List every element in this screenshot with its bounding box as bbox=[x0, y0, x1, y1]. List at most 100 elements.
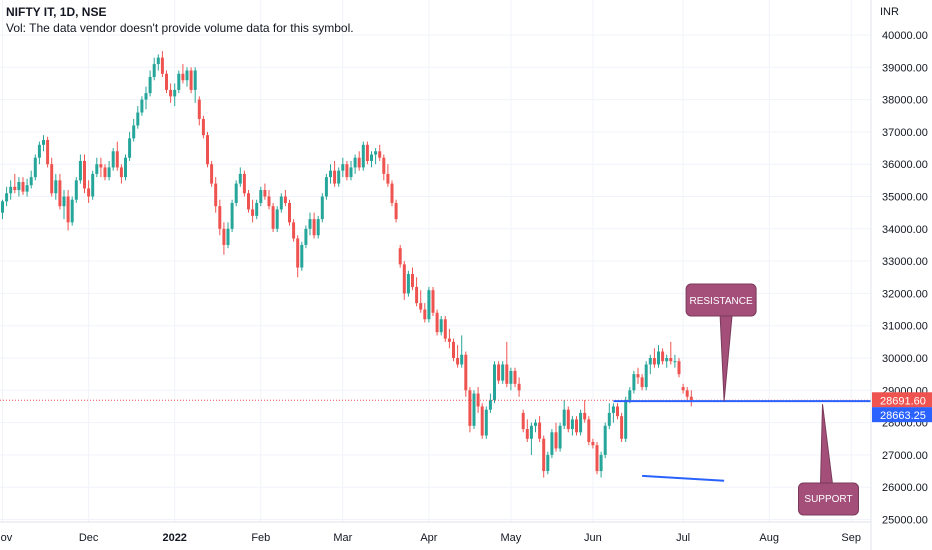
support-callout[interactable]: SUPPORT bbox=[798, 404, 859, 516]
candle bbox=[632, 370, 636, 394]
candle-body bbox=[99, 164, 103, 168]
candle-body bbox=[620, 416, 624, 439]
candle-body bbox=[456, 358, 460, 365]
candle-body bbox=[575, 419, 578, 433]
candle bbox=[91, 170, 95, 200]
candle-body bbox=[357, 157, 361, 168]
candle bbox=[484, 406, 488, 439]
candle-body bbox=[25, 185, 29, 192]
resistance-callout[interactable]: RESISTANCE bbox=[685, 283, 757, 402]
candle bbox=[595, 441, 599, 475]
candle-body bbox=[570, 419, 574, 430]
candle bbox=[103, 164, 107, 181]
candle-body bbox=[632, 374, 636, 391]
candle bbox=[464, 351, 468, 397]
candle bbox=[411, 267, 414, 291]
candle bbox=[197, 96, 201, 126]
resistance-price-value: 28663.25 bbox=[880, 410, 926, 422]
candle bbox=[468, 387, 472, 433]
candle bbox=[390, 180, 394, 207]
candle bbox=[214, 177, 218, 213]
candle bbox=[665, 354, 669, 368]
candle-body bbox=[74, 180, 78, 200]
candle-body bbox=[546, 454, 550, 472]
candle-body bbox=[29, 177, 33, 186]
candle-body bbox=[111, 151, 115, 168]
candle bbox=[267, 190, 271, 210]
candle-body bbox=[566, 409, 570, 430]
candle bbox=[9, 180, 13, 200]
candle-body bbox=[452, 341, 455, 358]
candle bbox=[247, 190, 250, 213]
resistance-callout-text: RESISTANCE bbox=[690, 296, 753, 307]
candle-body bbox=[238, 173, 242, 184]
candle-body bbox=[628, 390, 632, 400]
candle bbox=[66, 190, 70, 231]
candle-body bbox=[665, 358, 669, 362]
candle bbox=[472, 390, 476, 430]
candle bbox=[296, 235, 300, 278]
y-tick-label: 37000.00 bbox=[882, 127, 928, 139]
support-line[interactable] bbox=[642, 474, 725, 482]
candle-body bbox=[124, 157, 127, 178]
candle-body bbox=[218, 206, 222, 229]
candle bbox=[349, 160, 353, 181]
candle bbox=[611, 403, 615, 423]
candle bbox=[185, 67, 189, 87]
candle-body bbox=[624, 399, 628, 439]
symbol-title[interactable]: NIFTY IT, 1D, NSE bbox=[6, 5, 107, 19]
candle bbox=[624, 396, 628, 442]
candle bbox=[620, 412, 624, 442]
candle bbox=[111, 148, 115, 171]
candle-body bbox=[58, 180, 62, 207]
candle bbox=[251, 199, 255, 223]
candle-body bbox=[525, 429, 529, 439]
candle bbox=[509, 367, 513, 391]
candle bbox=[312, 212, 316, 239]
support-callout-text: SUPPORT bbox=[804, 494, 852, 505]
candle bbox=[689, 390, 693, 407]
candle bbox=[517, 377, 521, 397]
candle-body bbox=[488, 399, 492, 410]
candle-body bbox=[21, 181, 25, 192]
candle-body bbox=[70, 199, 74, 223]
candle-body bbox=[411, 274, 414, 287]
candle-body bbox=[329, 170, 332, 178]
last-price-value: 28691.60 bbox=[880, 395, 926, 407]
candle-body bbox=[534, 422, 537, 426]
candle bbox=[591, 438, 595, 449]
candle bbox=[308, 212, 312, 236]
candle-body bbox=[160, 57, 164, 74]
candle bbox=[279, 193, 283, 213]
x-tick-label: Nov bbox=[0, 532, 13, 544]
candle-body bbox=[222, 228, 226, 245]
candle bbox=[99, 157, 103, 178]
candle bbox=[37, 141, 41, 165]
candle-body bbox=[435, 312, 439, 333]
x-tick-label: Jul bbox=[676, 532, 690, 544]
candle bbox=[558, 422, 562, 452]
candle bbox=[493, 361, 496, 404]
candle-body bbox=[394, 202, 398, 220]
candle bbox=[255, 199, 259, 220]
candle-body bbox=[87, 188, 91, 197]
x-tick-label: Apr bbox=[420, 532, 437, 544]
candle bbox=[365, 141, 369, 165]
candle-body bbox=[439, 319, 443, 333]
candle-body bbox=[661, 351, 665, 362]
candle bbox=[431, 286, 435, 317]
resistance-callout-box bbox=[685, 283, 757, 317]
candle-body bbox=[144, 93, 148, 100]
candle bbox=[579, 409, 583, 436]
candle-body bbox=[648, 358, 652, 365]
candle-body bbox=[62, 196, 66, 207]
candle bbox=[599, 451, 603, 478]
candle bbox=[452, 338, 455, 362]
candle bbox=[443, 316, 447, 342]
candle bbox=[87, 180, 91, 203]
candle-body bbox=[562, 409, 566, 426]
candle bbox=[119, 164, 123, 184]
candle bbox=[132, 118, 136, 142]
candle bbox=[333, 160, 337, 187]
